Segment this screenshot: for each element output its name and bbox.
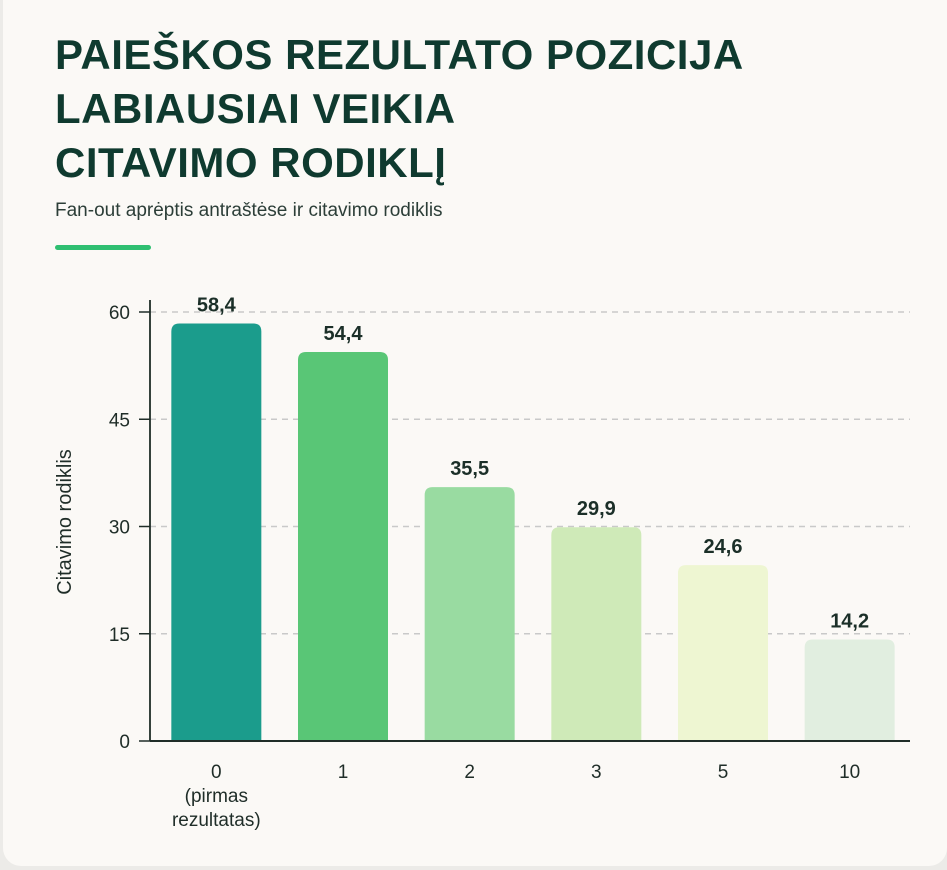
bar — [678, 565, 768, 741]
bar-value-label: 54,4 — [324, 323, 364, 345]
bar — [171, 323, 262, 741]
x-category-label: 2 — [464, 762, 475, 783]
y-tick-label: 30 — [109, 518, 130, 539]
y-tick-label: 0 — [119, 732, 130, 753]
bar-value-label: 24,6 — [704, 536, 743, 558]
bar — [298, 352, 388, 741]
bar — [551, 527, 642, 741]
title-line-2: LABIAUSIAI VEIKIA — [55, 85, 456, 132]
bar-value-label: 35,5 — [450, 458, 489, 480]
bar-value-label: 14,2 — [830, 610, 869, 632]
bar — [424, 487, 515, 741]
x-category-label: 3 — [591, 762, 602, 783]
title-line-1: PAIEŠKOS REZULTATO POZICIJA — [55, 31, 744, 78]
chart-title: PAIEŠKOS REZULTATO POZICIJA LABIAUSIAI V… — [55, 28, 744, 190]
title-line-3: CITAVIMO RODIKLĮ — [55, 139, 447, 186]
y-axis-title: Citavimo rodiklis — [54, 449, 76, 595]
bar — [804, 639, 895, 741]
y-tick-label: 60 — [109, 303, 130, 324]
accent-underline — [55, 245, 151, 250]
y-tick-label: 15 — [109, 625, 130, 646]
x-category-label: (pirmas — [185, 786, 248, 807]
x-category-label: 10 — [839, 762, 860, 783]
x-category-label: 1 — [338, 762, 349, 783]
x-category-label: 0 — [211, 762, 222, 783]
x-category-label: 5 — [718, 762, 729, 783]
x-category-label: rezultatas) — [172, 810, 261, 831]
y-tick-label: 45 — [109, 410, 130, 431]
bar-value-label: 29,9 — [577, 498, 616, 520]
bar-value-label: 58,4 — [197, 294, 237, 316]
chart-subtitle: Fan-out aprėptis antraštėse ir citavimo … — [55, 200, 443, 221]
